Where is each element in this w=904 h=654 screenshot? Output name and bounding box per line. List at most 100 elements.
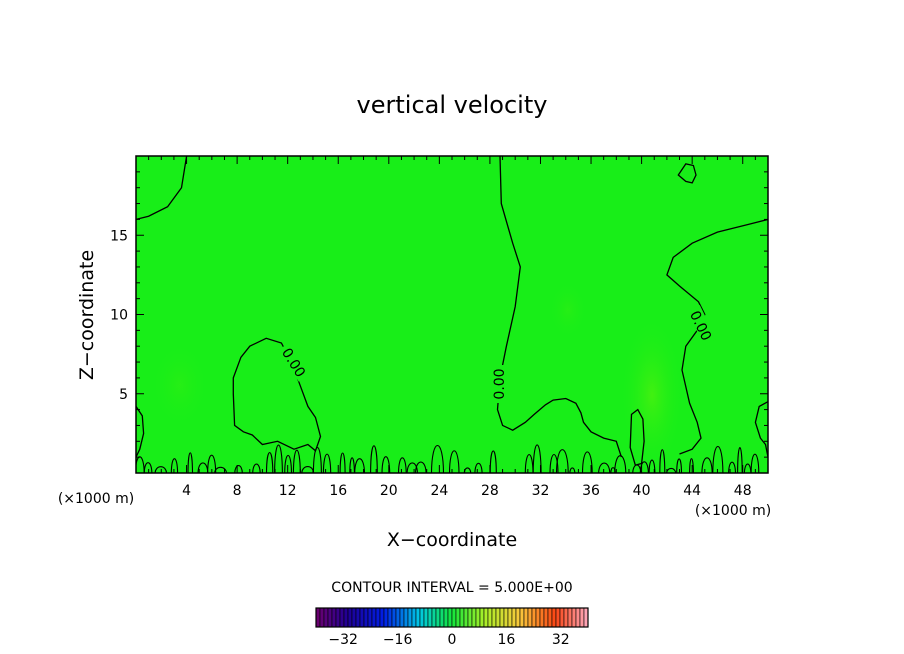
x-tick-label: 12 bbox=[279, 483, 297, 499]
ripple-contour bbox=[737, 447, 743, 473]
colorbar-swatch bbox=[455, 607, 461, 628]
ripple-contour bbox=[532, 444, 542, 473]
colorbar bbox=[315, 607, 589, 628]
colorbar-swatch bbox=[359, 607, 365, 628]
colorbar-swatch bbox=[547, 607, 553, 628]
colorbar-swatch bbox=[483, 607, 489, 628]
ripple-contour bbox=[381, 456, 391, 473]
colorbar-swatch bbox=[563, 607, 569, 628]
colorbar-swatch bbox=[335, 607, 341, 628]
colorbar-swatch bbox=[371, 607, 377, 628]
y-axis-label: Z−coordinate bbox=[76, 250, 98, 380]
colorbar-tick-label: 32 bbox=[552, 632, 570, 648]
x-tick-label: 40 bbox=[633, 483, 651, 499]
colorbar-swatch bbox=[383, 607, 389, 628]
colorbar-swatch bbox=[487, 607, 493, 628]
x-tick-label: 4 bbox=[182, 483, 191, 499]
colorbar-swatch bbox=[379, 607, 385, 628]
colorbar-swatch bbox=[535, 607, 541, 628]
x-tick-label: 20 bbox=[380, 483, 398, 499]
colorbar-swatch bbox=[443, 607, 449, 628]
y-axis: 5 10 15 bbox=[110, 171, 768, 458]
ripple-contour bbox=[292, 449, 301, 473]
colorbar-swatch bbox=[367, 607, 373, 628]
colorbar-swatch bbox=[387, 607, 393, 628]
colorbar-frame bbox=[315, 607, 589, 628]
ripple-contour bbox=[322, 453, 332, 473]
colorbar-swatch bbox=[499, 607, 505, 628]
colorbar-swatch bbox=[519, 607, 525, 628]
y-tick-label: 10 bbox=[110, 308, 128, 324]
x-tick-label: 48 bbox=[734, 483, 752, 499]
ripple-contour bbox=[370, 445, 378, 473]
colorbar-swatch bbox=[567, 607, 573, 628]
ripple-contour bbox=[214, 466, 227, 473]
colorbar-swatch bbox=[407, 607, 413, 628]
ripple-contour bbox=[555, 449, 569, 473]
colorbar-swatch bbox=[419, 607, 425, 628]
ripple-contour bbox=[274, 444, 283, 473]
colorbar-swatch bbox=[343, 607, 349, 628]
ripple-contour bbox=[284, 454, 293, 473]
ripple-contour bbox=[689, 458, 694, 473]
ripple-contour bbox=[415, 461, 427, 473]
colorbar-swatch bbox=[427, 607, 433, 628]
ripple-contour bbox=[430, 444, 445, 473]
colorbar-swatch bbox=[543, 607, 549, 628]
colorbar-swatch bbox=[551, 607, 557, 628]
colorbar-ticks: −32 −16 0 16 32 bbox=[328, 632, 569, 648]
weak-updraft-left bbox=[150, 340, 210, 430]
ripple-contour bbox=[549, 453, 559, 473]
chart-title: vertical velocity bbox=[357, 91, 548, 119]
x-tick-label: 36 bbox=[582, 483, 600, 499]
ripple-contour bbox=[265, 451, 274, 473]
colorbar-swatch bbox=[351, 607, 357, 628]
colorbar-swatch bbox=[507, 607, 513, 628]
zero-contour bbox=[677, 163, 697, 184]
zero-contour bbox=[136, 406, 145, 458]
ripple-contour bbox=[581, 451, 593, 473]
ripple-contour bbox=[659, 449, 666, 473]
colorbar-swatch bbox=[559, 607, 565, 628]
colorbar-swatch bbox=[475, 607, 481, 628]
colorbar-swatch bbox=[479, 607, 485, 628]
colorbar-swatch bbox=[439, 607, 445, 628]
colorbar-swatch bbox=[555, 607, 561, 628]
x-tick-label: 16 bbox=[329, 483, 347, 499]
colorbar-swatch bbox=[431, 607, 437, 628]
colorbar-swatch bbox=[447, 607, 453, 628]
ripple-contour bbox=[448, 450, 460, 473]
ripple-contour bbox=[598, 462, 611, 473]
ripple-contour bbox=[207, 454, 217, 473]
colorbar-swatch bbox=[467, 607, 473, 628]
ripple-contour bbox=[187, 452, 194, 473]
colorbar-swatch bbox=[471, 607, 477, 628]
colorbar-swatch bbox=[571, 607, 577, 628]
x-unit-left: (×1000 m) bbox=[58, 491, 134, 507]
ripple-contour bbox=[339, 452, 346, 473]
colorbar-swatch bbox=[331, 607, 337, 628]
ripple-contour bbox=[614, 455, 627, 473]
x-tick-label: 24 bbox=[430, 483, 448, 499]
colorbar-tick-label: 0 bbox=[448, 632, 457, 648]
colorbar-swatch bbox=[319, 607, 325, 628]
zero-contour bbox=[136, 156, 188, 221]
ripple-contour bbox=[154, 466, 168, 473]
y-tick-label: 15 bbox=[110, 228, 128, 244]
y-tick-label: 5 bbox=[119, 387, 128, 403]
contour-interval-label: CONTOUR INTERVAL = 5.000E+00 bbox=[331, 580, 572, 596]
colorbar-swatch bbox=[463, 607, 469, 628]
zero-contour bbox=[666, 218, 768, 455]
ripple-contour bbox=[349, 457, 355, 473]
zero-contour bbox=[629, 408, 645, 466]
colorbar-swatch bbox=[523, 607, 529, 628]
colorbar-swatch bbox=[415, 607, 421, 628]
ripple-contour bbox=[406, 462, 418, 473]
colorbar-tick-label: 16 bbox=[497, 632, 515, 648]
colorbar-swatch bbox=[579, 607, 585, 628]
x-unit-right: (×1000 m) bbox=[695, 503, 771, 519]
colorbar-swatch bbox=[435, 607, 441, 628]
colorbar-swatch bbox=[347, 607, 353, 628]
colorbar-swatch bbox=[575, 607, 581, 628]
